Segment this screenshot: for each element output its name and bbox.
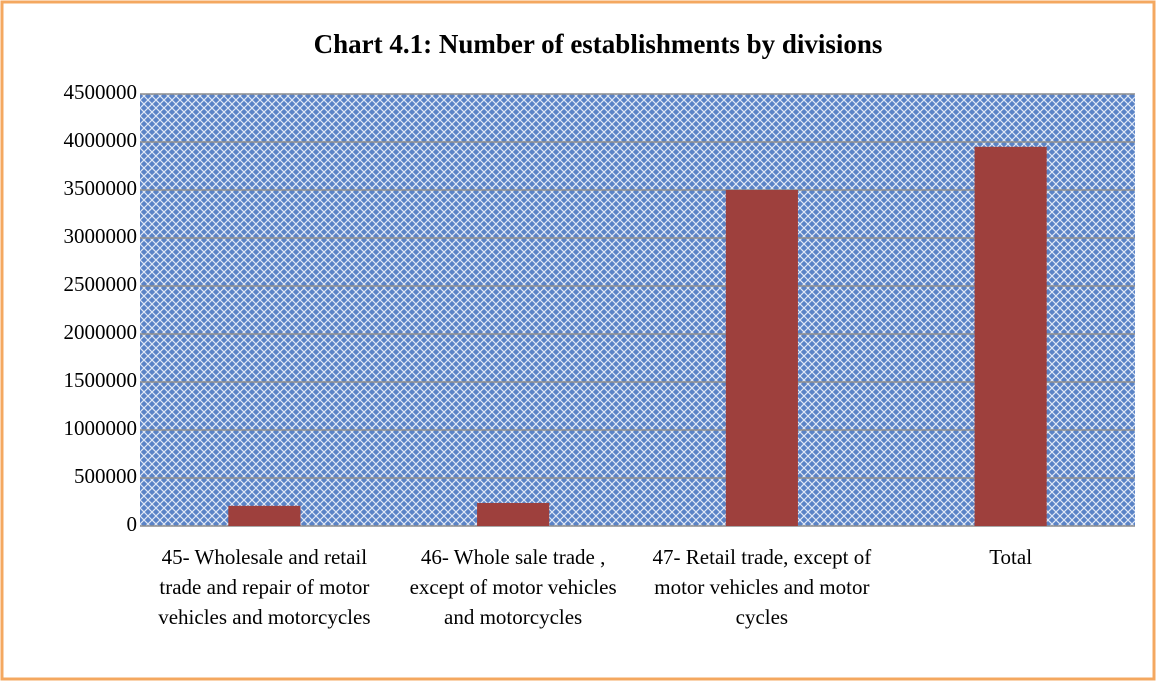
x-tick-label: 46- Whole sale trade , except of motor v… — [409, 545, 617, 629]
y-tick-label: 2500000 — [64, 272, 138, 296]
bar — [228, 505, 301, 526]
y-tick-label: 3000000 — [64, 224, 138, 248]
bar — [974, 146, 1047, 527]
x-tick-label: 45- Wholesale and retail trade and repai… — [158, 545, 371, 629]
chart-title: Chart 4.1: Number of establishments by d… — [314, 29, 883, 59]
y-tick-label: 4500000 — [64, 80, 138, 104]
y-tick-label: 500000 — [74, 464, 137, 488]
bar — [477, 502, 550, 526]
y-tick-label: 2000000 — [64, 320, 138, 344]
x-tick-label: Total — [989, 545, 1033, 569]
y-tick-label: 1500000 — [64, 368, 138, 392]
bar — [725, 190, 798, 526]
plot-area — [140, 94, 1135, 526]
y-tick-label: 4000000 — [64, 128, 138, 152]
y-tick-label: 3500000 — [64, 176, 138, 200]
y-tick-label: 0 — [127, 512, 138, 536]
x-tick-label: 47- Retail trade, except of motor vehicl… — [652, 545, 872, 629]
y-tick-label: 1000000 — [64, 416, 138, 440]
